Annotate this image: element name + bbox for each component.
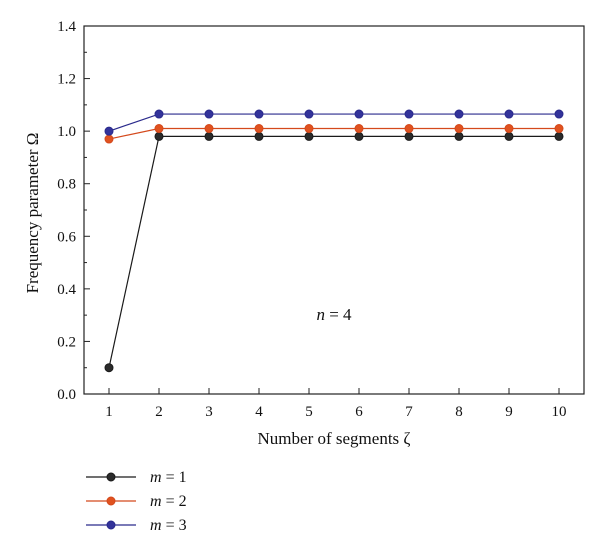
- data-point: [554, 109, 564, 119]
- legend-label-var: m: [150, 517, 162, 534]
- data-point: [354, 124, 364, 134]
- x-tick-label: 8: [455, 404, 463, 420]
- annotation-rest: = 4: [325, 305, 352, 324]
- x-tick-label: 6: [355, 404, 363, 420]
- data-point: [254, 124, 264, 134]
- data-point: [504, 131, 514, 141]
- series-layer: [104, 109, 564, 373]
- x-tick-label: 5: [305, 404, 313, 420]
- x-axis-title: Number of segments ζ: [258, 429, 411, 448]
- annotation-text: n = 4: [316, 305, 352, 324]
- x-tick-label: 2: [155, 404, 163, 420]
- y-tick-label: 1.0: [57, 124, 76, 140]
- series-3: [104, 109, 564, 136]
- y-axis-title: Frequency parameter Ω: [23, 133, 42, 294]
- x-tick-label: 1: [105, 404, 113, 420]
- series-2: [104, 124, 564, 144]
- y-tick-label: 0.8: [57, 177, 76, 193]
- legend-label: m = 3: [150, 517, 187, 534]
- data-point: [554, 124, 564, 134]
- legend-marker: [106, 496, 116, 506]
- plot-frame: [83, 25, 585, 395]
- data-point: [104, 134, 114, 144]
- data-point: [404, 109, 414, 119]
- legend-label-var: m: [150, 493, 162, 510]
- data-point: [304, 109, 314, 119]
- data-point: [354, 131, 364, 141]
- x-tick-label: 3: [205, 404, 213, 420]
- y-tick-label: 0.2: [57, 334, 76, 350]
- y-tick-label: 0.6: [57, 229, 76, 245]
- y-tick-label: 0.4: [57, 282, 76, 298]
- data-point: [204, 109, 214, 119]
- data-point: [454, 109, 464, 119]
- legend-label-rest: = 2: [162, 493, 187, 510]
- x-tick-label: 4: [255, 404, 263, 420]
- x-tick-label: 10: [552, 404, 567, 420]
- x-tick-label: 7: [405, 404, 413, 420]
- data-point: [254, 109, 264, 119]
- series-line: [108, 127, 559, 140]
- data-point: [454, 124, 464, 134]
- data-point: [254, 131, 264, 141]
- legend-item-2: m = 2: [86, 493, 187, 510]
- series-line: [108, 135, 559, 368]
- legend-label: m = 2: [150, 493, 187, 510]
- y-tick-label: 0.0: [57, 387, 76, 403]
- data-point: [354, 109, 364, 119]
- data-point: [154, 109, 164, 119]
- legend-item-3: m = 3: [86, 517, 187, 534]
- data-point: [204, 124, 214, 134]
- legend-label-rest: = 3: [162, 517, 187, 534]
- legend-marker: [106, 472, 116, 482]
- data-point: [404, 131, 414, 141]
- data-point: [404, 124, 414, 134]
- axes: [83, 25, 585, 395]
- series-1: [104, 131, 564, 373]
- data-point: [154, 131, 164, 141]
- legend-marker: [106, 520, 116, 530]
- series-line: [108, 113, 559, 132]
- legend-item-1: m = 1: [86, 469, 187, 486]
- data-point: [554, 131, 564, 141]
- data-point: [304, 131, 314, 141]
- data-point: [504, 124, 514, 134]
- tick-labels: 1 2 3 4 5 6 7 8 9 10 0.0 0.2 0.4 0.6 0.8 1.0 1.2 1.4: [57, 19, 566, 420]
- legend-label-rest: = 1: [162, 469, 187, 486]
- data-point: [104, 363, 114, 373]
- data-point: [504, 109, 514, 119]
- annotation-var: n: [316, 305, 325, 324]
- data-point: [204, 131, 214, 141]
- x-tick-label: 9: [505, 404, 513, 420]
- y-tick-label: 1.4: [57, 19, 76, 35]
- data-point: [304, 124, 314, 134]
- legend: m = 1m = 2m = 3: [86, 469, 187, 534]
- data-point: [454, 131, 464, 141]
- data-point: [154, 124, 164, 134]
- data-point: [104, 126, 114, 136]
- y-tick-label: 1.2: [57, 72, 76, 88]
- legend-label-var: m: [150, 469, 162, 486]
- legend-label: m = 1: [150, 469, 187, 486]
